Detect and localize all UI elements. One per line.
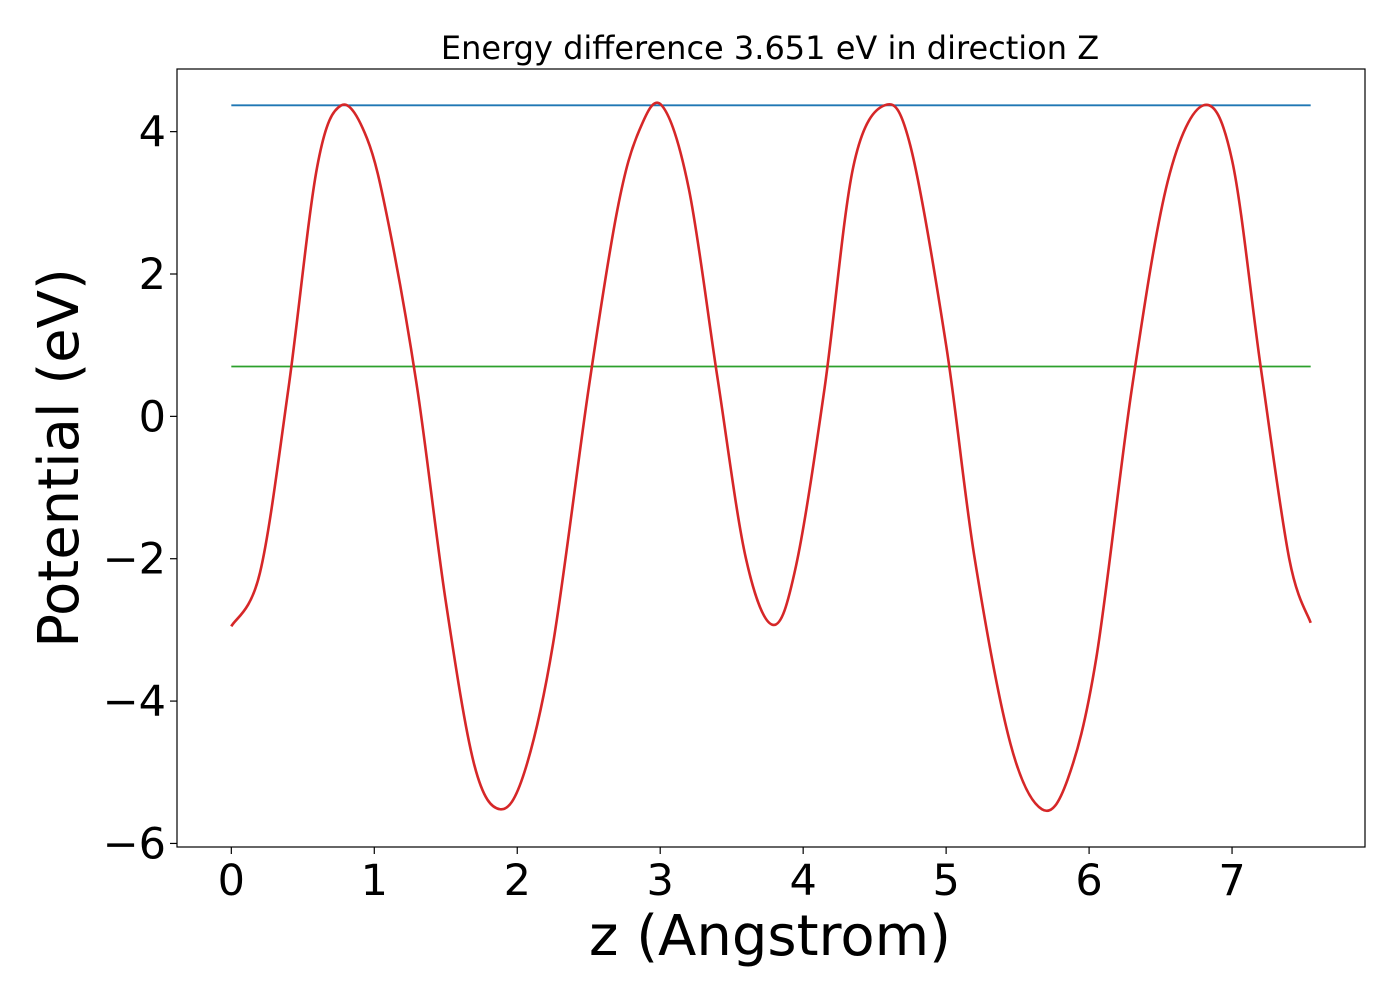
y-tick-label: −6 xyxy=(103,819,166,869)
chart-title: Energy difference 3.651 eV in direction … xyxy=(441,29,1099,67)
y-tick-label: 4 xyxy=(139,108,166,158)
y-tick-label: 0 xyxy=(139,392,166,442)
plot-area xyxy=(230,101,1312,813)
x-tick-label: 7 xyxy=(1218,856,1245,906)
x-tick-label: 0 xyxy=(218,856,245,906)
x-tick-label: 6 xyxy=(1075,856,1102,906)
plot-frame xyxy=(176,68,1366,848)
x-axis: 0 1 2 3 4 5 6 7 xyxy=(218,847,1246,906)
x-tick-label: 3 xyxy=(647,856,674,906)
x-tick-label: 1 xyxy=(361,856,388,906)
x-axis-label: z (Angstrom) xyxy=(589,904,951,969)
y-tick-label: −4 xyxy=(103,677,166,727)
x-tick-label: 5 xyxy=(932,856,959,906)
y-axis: −6 −4 −2 0 2 4 xyxy=(103,108,177,869)
y-tick-label: −2 xyxy=(103,535,166,585)
x-tick-label: 4 xyxy=(789,856,816,906)
y-tick-label: 2 xyxy=(139,250,166,300)
y-axis-label: Potential (eV) xyxy=(27,268,92,648)
x-tick-label: 2 xyxy=(504,856,531,906)
series-line-potential xyxy=(230,101,1312,813)
